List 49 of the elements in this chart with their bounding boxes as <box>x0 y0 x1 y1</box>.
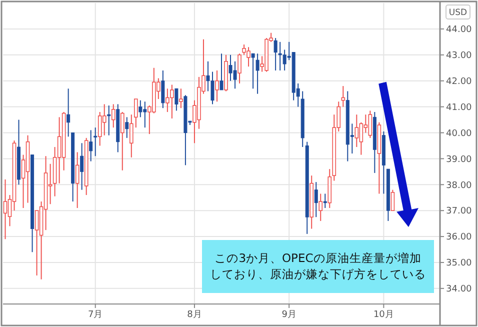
x-tick-label: 9月 <box>282 310 296 320</box>
candlestick <box>354 114 359 148</box>
candlestick <box>251 53 255 90</box>
y-tick-label: 34.00 <box>446 284 472 295</box>
x-tick-label: 8月 <box>187 310 202 320</box>
y-tick-label: 41.00 <box>446 102 472 113</box>
candlestick <box>179 88 183 109</box>
candlestick <box>111 104 116 128</box>
y-tick-label: 39.00 <box>446 154 472 165</box>
candlestick <box>256 53 260 94</box>
candlestick <box>75 152 80 208</box>
candlestick <box>174 88 178 112</box>
y-tick-label: 42.00 <box>446 76 472 87</box>
x-tick-label: 7月 <box>88 310 103 320</box>
candlestick <box>102 104 106 136</box>
y-tick-label: 38.00 <box>446 180 472 191</box>
candlestick <box>3 178 8 240</box>
y-tick-label: 43.00 <box>446 51 472 62</box>
candlestick <box>138 100 142 118</box>
candlestick <box>161 70 165 109</box>
candlestick <box>120 111 124 171</box>
candlestick <box>125 116 129 138</box>
candlestick <box>220 53 224 90</box>
candlestick <box>323 193 327 208</box>
candlestick <box>314 182 318 218</box>
y-tick-label: 40.00 <box>446 128 472 139</box>
candlestick <box>129 114 134 158</box>
candlestick <box>390 189 395 212</box>
candlestick <box>134 98 138 128</box>
y-axis-title: USD <box>448 8 468 18</box>
candlestick <box>66 88 70 138</box>
y-tick-label: 35.00 <box>446 258 472 269</box>
candlestick <box>274 38 278 71</box>
candlestick <box>80 142 84 190</box>
y-tick-label: 36.00 <box>446 232 472 243</box>
candlestick <box>368 110 372 138</box>
candlestick <box>341 86 346 108</box>
candlestick <box>318 193 323 222</box>
candlestick <box>34 210 39 276</box>
candlestick <box>238 53 242 84</box>
y-tick-label: 44.00 <box>446 25 472 36</box>
y-tick-label: 37.00 <box>446 206 472 217</box>
x-tick-label: 10月 <box>373 310 394 320</box>
candlestick <box>89 130 93 162</box>
candlestick <box>359 122 364 156</box>
candlestick <box>215 70 219 102</box>
candlestick <box>57 116 62 184</box>
candlestick <box>94 127 98 157</box>
annotation: この3か月、OPECの原油生産量が増加しており、原油が嫌な下げ方をしている <box>210 251 426 282</box>
